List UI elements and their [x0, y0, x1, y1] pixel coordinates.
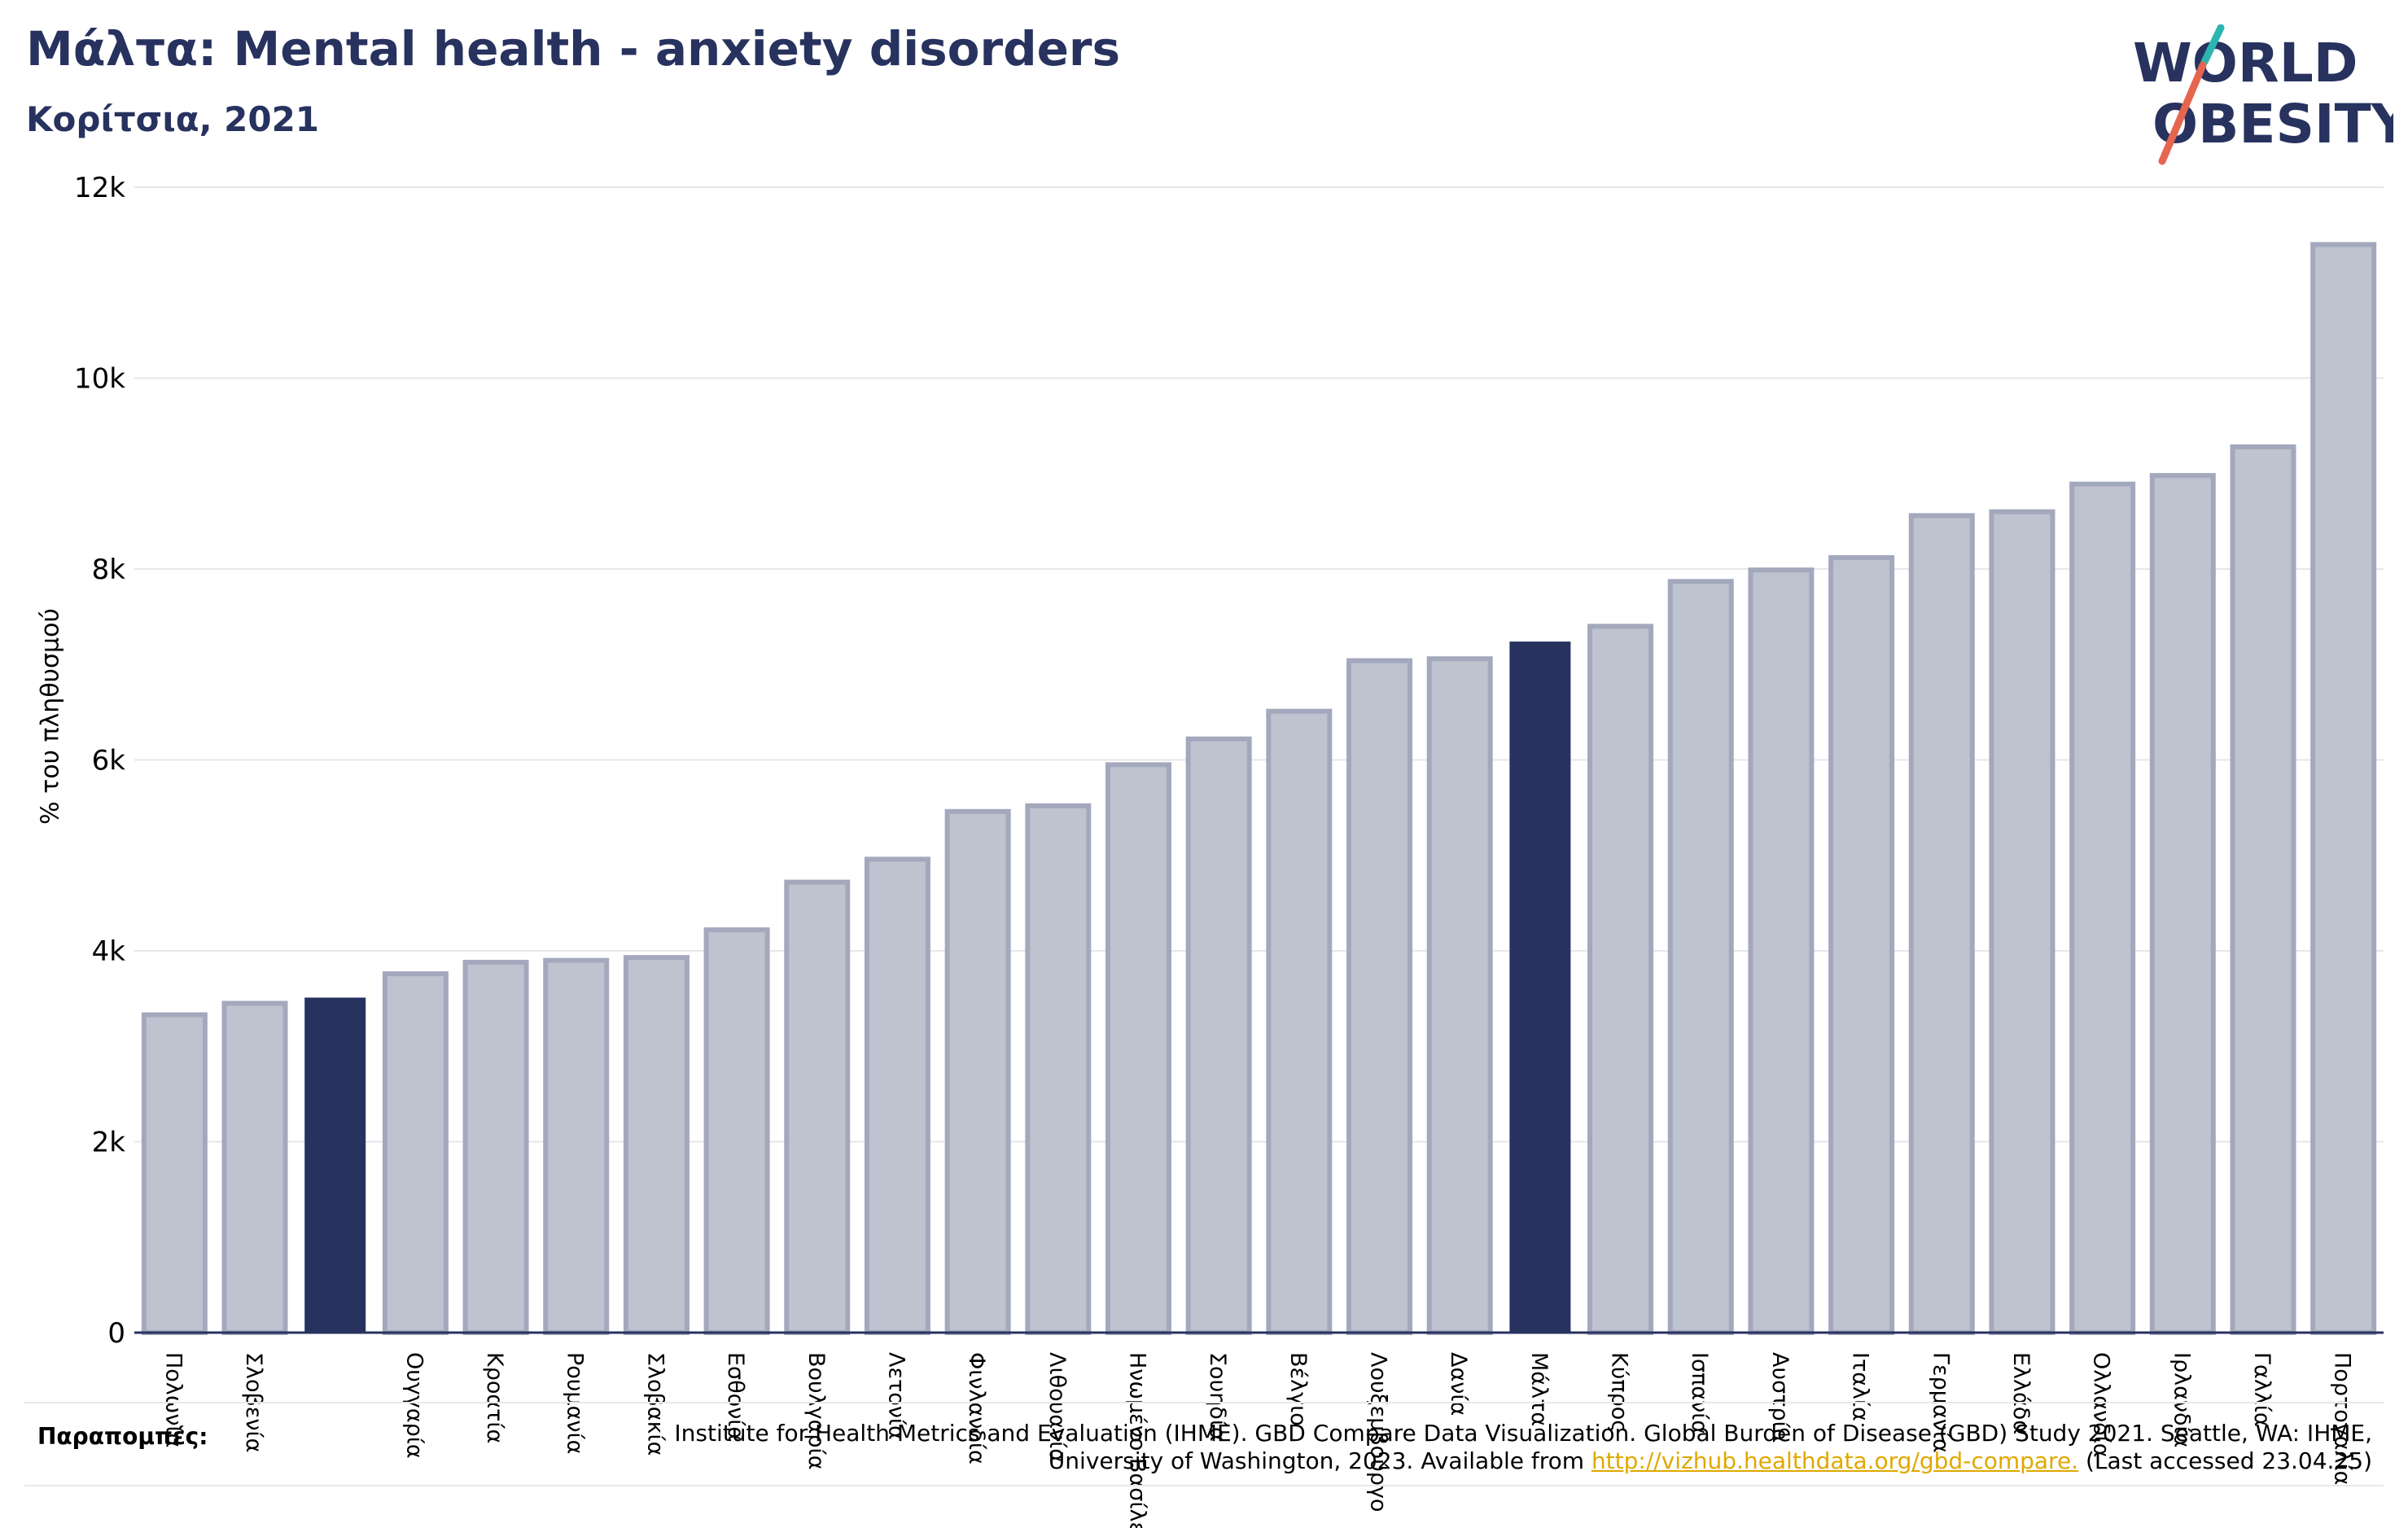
x-tick-label: Λετονία	[883, 1352, 908, 1440]
bar	[2069, 481, 2136, 1336]
y-tick-label: 4k	[92, 935, 126, 968]
references-label: Παραπομπές:	[37, 1423, 208, 1450]
x-tick-label: Εσθονία	[723, 1352, 748, 1441]
bar	[1105, 762, 1171, 1335]
x-tick-label: Δανία	[1446, 1352, 1471, 1416]
chart-title: Μάλτα: Mental health - anxiety disorders	[26, 21, 1121, 77]
footer-divider-bottom	[24, 1485, 2384, 1486]
x-tick-label: Ελλάδα	[2008, 1352, 2034, 1434]
x-tick-label: Αυστρία	[1767, 1352, 1793, 1443]
bar	[221, 1000, 288, 1336]
x-tick-label: Πορτογαλία	[2330, 1352, 2355, 1485]
bar	[141, 1012, 208, 1335]
x-tick-label: Ιρλανδία	[2169, 1352, 2194, 1447]
x-tick-label: Ισπανία	[1687, 1352, 1712, 1434]
x-tick-label: Φινλανδία	[964, 1352, 989, 1465]
bar	[703, 927, 770, 1335]
x-tick-label: Λιθουανία	[1044, 1352, 1070, 1463]
x-tick-label: Γαλλία	[2249, 1352, 2274, 1427]
bar	[1989, 509, 2056, 1335]
logo-line2: OBESITY	[2152, 93, 2393, 155]
logo-line1: WORLD	[2133, 32, 2358, 94]
references-body: Institute for Health Metrics and Evaluat…	[674, 1420, 2372, 1474]
bar	[2310, 242, 2377, 1336]
bar	[1426, 656, 1493, 1335]
y-tick-label: 10k	[74, 363, 125, 396]
bar	[1509, 641, 1571, 1333]
references-access-date: (Last accessed 23.04.25)	[2078, 1447, 2372, 1474]
x-tick-label: Ιταλία	[1848, 1352, 1873, 1421]
bar	[1748, 567, 1815, 1335]
y-tick-label: 2k	[92, 1127, 126, 1159]
x-tick-label: Σλοβακία	[642, 1352, 668, 1456]
bar	[382, 971, 449, 1335]
bar	[1025, 803, 1092, 1335]
x-tick-label: Κύπρος	[1607, 1352, 1632, 1433]
y-tick-label: 0	[107, 1317, 125, 1350]
bar	[1346, 658, 1413, 1335]
bar	[543, 957, 610, 1335]
y-tick-label: 8k	[92, 554, 126, 586]
references-link[interactable]: http://vizhub.healthdata.org/gbd-compare…	[1591, 1447, 2079, 1474]
x-tick-label: Βέλγιο	[1285, 1352, 1311, 1426]
bar	[2230, 444, 2296, 1335]
bar	[2149, 473, 2216, 1335]
references-text: Institute for Health Metrics and Evaluat…	[646, 1420, 2372, 1475]
bar	[1185, 736, 1252, 1335]
bar	[1587, 624, 1654, 1335]
world-obesity-logo: WORLD OBESITY	[2125, 24, 2408, 171]
x-tick-label: Κροατία	[482, 1352, 507, 1443]
bar	[1266, 708, 1333, 1335]
bar	[944, 808, 1011, 1335]
bar	[864, 856, 930, 1335]
y-tick-label: 6k	[92, 745, 126, 777]
x-tick-label: Βουλγαρία	[803, 1352, 829, 1470]
chart-subtitle: Κορίτσια, 2021	[26, 99, 320, 139]
bar	[1667, 579, 1734, 1335]
x-tick-label: Ολλανδία	[2089, 1352, 2114, 1458]
footer-divider	[24, 1402, 2384, 1403]
y-tick-label: 12k	[74, 172, 125, 204]
bar	[784, 879, 851, 1335]
bar	[462, 960, 529, 1335]
x-tick-label: Πολωνία	[160, 1352, 186, 1447]
logo-slash-red	[2158, 61, 2207, 165]
x-tick-label: Μάλτα	[1526, 1352, 1552, 1426]
bar	[1828, 554, 1895, 1335]
x-tick-label: Ηνωμένο Βασίλειο	[1124, 1352, 1149, 1528]
logo-slash-teal	[2200, 24, 2225, 66]
bar	[304, 997, 366, 1333]
x-tick-label: Ουγγαρία	[401, 1352, 427, 1459]
bar	[623, 955, 690, 1336]
bar	[1908, 513, 1975, 1335]
x-tick-label: Σουηδία	[1205, 1352, 1230, 1442]
